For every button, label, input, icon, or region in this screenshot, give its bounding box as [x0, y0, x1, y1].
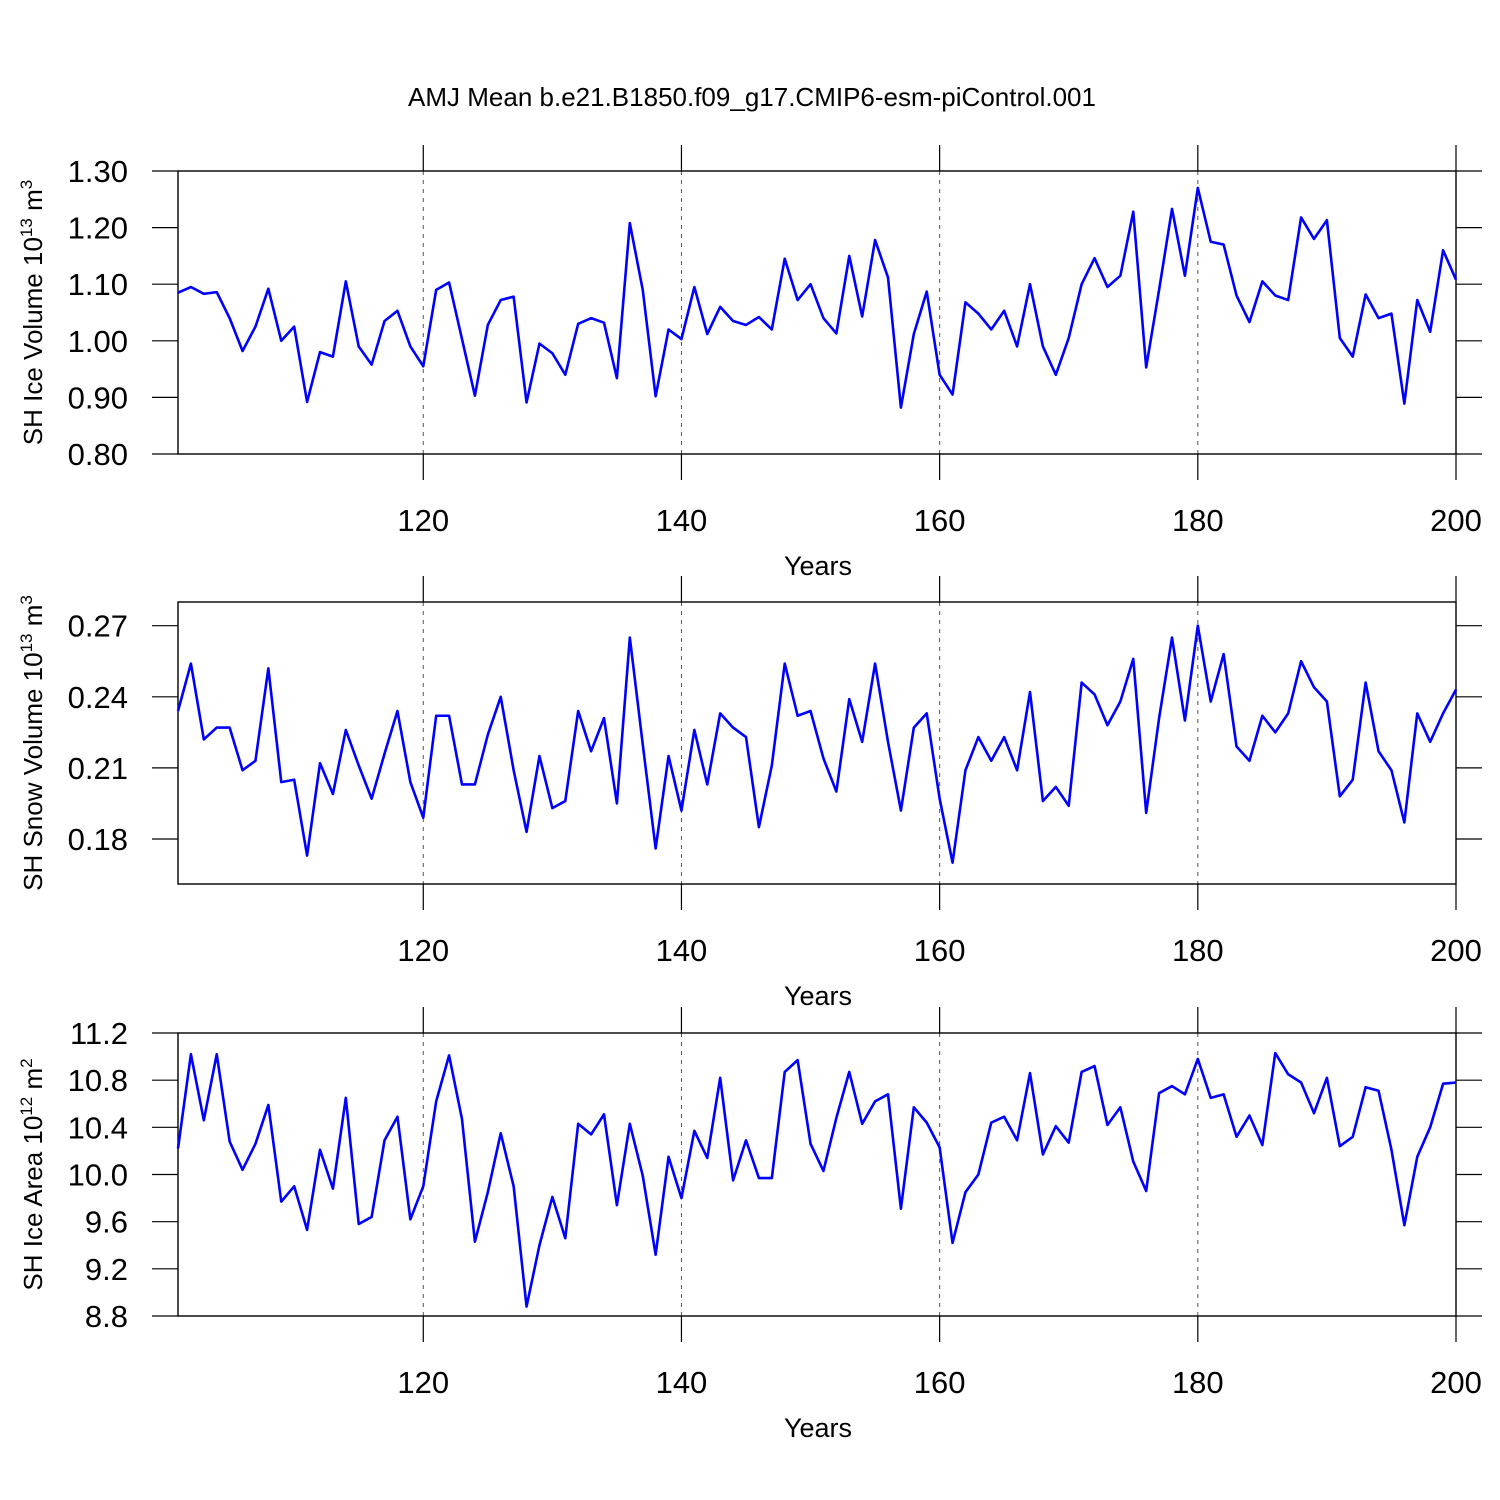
y-axis-label-power: 12 — [17, 1097, 36, 1116]
y-tick-label: 1.10 — [68, 267, 128, 302]
x-tick-label: 140 — [656, 1365, 708, 1400]
y-tick-label: 10.0 — [68, 1158, 128, 1193]
y-tick-label: 10.8 — [68, 1063, 128, 1098]
y-axis-label-text: SH Ice Volume 10 — [18, 237, 48, 445]
x-tick-label: 160 — [914, 933, 966, 968]
y-axis-label-power: 13 — [17, 633, 36, 652]
y-tick-label: 1.00 — [68, 324, 128, 359]
y-tick-label: 1.30 — [68, 154, 128, 189]
y-tick-label: 9.2 — [85, 1252, 128, 1287]
y-tick-label: 0.90 — [68, 380, 128, 415]
x-tick-label: 140 — [656, 503, 708, 538]
plot-frame — [177, 170, 1457, 455]
data-line — [177, 186, 1458, 409]
x-tick-label: 160 — [914, 1365, 966, 1400]
y-axis-label-unit: m — [18, 605, 48, 634]
y-axis-label-text: SH Ice Area 10 — [18, 1116, 48, 1291]
panel: 120 140 160 180 200 0.80 0.90 1.00 1.10 1.20 1.30 Y… — [17, 145, 1482, 581]
data-line — [176, 1051, 1457, 1308]
x-tick-label: 200 — [1430, 1365, 1482, 1400]
x-tick-label: 180 — [1172, 1365, 1224, 1400]
figure-title: AMJ Mean b.e21.B1850.f09_g17.CMIP6-esm-p… — [408, 82, 1096, 112]
y-tick-label: 0.27 — [68, 609, 128, 644]
x-tick-label: 120 — [397, 1365, 449, 1400]
y-tick-label: 9.6 — [85, 1205, 128, 1240]
x-tick-label: 120 — [397, 503, 449, 538]
x-tick-label: 180 — [1172, 933, 1224, 968]
y-axis-label-power: 13 — [17, 218, 36, 237]
x-axis-label: Years — [784, 551, 852, 581]
y-axis-label: SH Ice Area 1012 m2 — [17, 1058, 48, 1290]
x-tick-label: 140 — [656, 933, 708, 968]
plot-frame — [177, 1032, 1457, 1317]
y-axis-label-unit-power: 3 — [17, 180, 36, 189]
y-tick-label: 0.21 — [68, 751, 128, 786]
y-axis-label-text: SH Snow Volume 10 — [18, 652, 48, 890]
y-tick-label: 11.2 — [70, 1016, 128, 1051]
y-tick-label: 8.8 — [85, 1299, 128, 1334]
x-axis-label: Years — [784, 1413, 852, 1443]
y-axis-label: SH Ice Volume 1013 m3 — [17, 180, 48, 445]
y-tick-label: 0.80 — [68, 437, 128, 472]
y-axis-label-unit-power: 2 — [17, 1058, 36, 1067]
data-line — [176, 624, 1458, 864]
y-axis-label: SH Snow Volume 1013 m3 — [17, 595, 48, 891]
x-axis-label: Years — [784, 981, 852, 1011]
panel: 120 140 160 180 200 8.8 9.2 9.6 10.0 10.4 10.8 11.2… — [17, 1007, 1482, 1443]
y-axis-label-unit: m — [18, 189, 48, 218]
x-tick-label: 120 — [397, 933, 449, 968]
plot-frame — [177, 601, 1457, 885]
y-tick-label: 0.24 — [68, 680, 128, 715]
x-tick-label: 200 — [1430, 933, 1482, 968]
y-axis-label-unit: m — [18, 1068, 48, 1097]
x-tick-label: 180 — [1172, 503, 1224, 538]
y-tick-label: 1.20 — [68, 211, 128, 246]
y-tick-label: 10.4 — [68, 1110, 128, 1145]
y-axis-label-unit-power: 3 — [17, 595, 36, 604]
x-tick-label: 200 — [1430, 503, 1482, 538]
y-tick-label: 0.18 — [68, 822, 128, 857]
x-tick-label: 160 — [914, 503, 966, 538]
panel: 120 140 160 180 200 0.18 0.21 0.24 0.27 Years SH S… — [17, 576, 1482, 1011]
